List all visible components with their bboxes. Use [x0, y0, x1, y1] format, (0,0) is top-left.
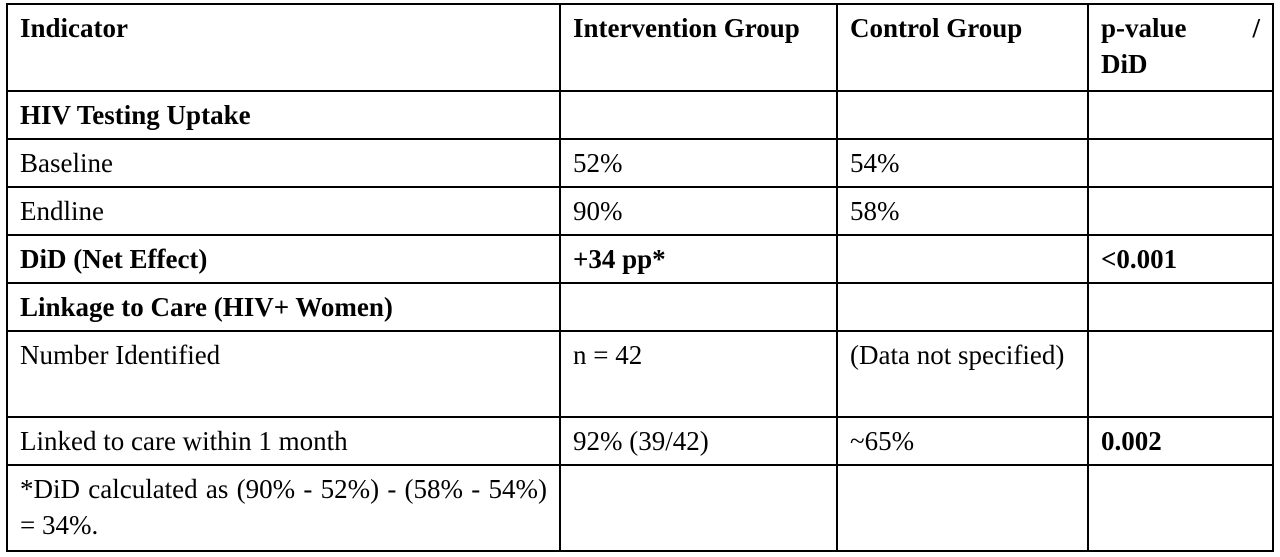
section-hiv-testing-uptake: HIV Testing Uptake	[6, 90, 561, 140]
cell-intervention: 92% (39/42)	[559, 416, 838, 466]
cell-intervention	[559, 282, 838, 332]
table-row: Linkage to Care (HIV+ Women)	[6, 282, 1274, 332]
cell-control	[836, 464, 1089, 552]
cell-control: 54%	[836, 138, 1089, 188]
table-row: HIV Testing Uptake	[6, 90, 1274, 140]
cell-pvalue	[1087, 464, 1274, 552]
table-row: Number Identified n = 42 (Data not speci…	[6, 330, 1274, 418]
cell-intervention: 90%	[559, 186, 838, 236]
header-pvalue-slash: /	[1252, 13, 1260, 43]
cell-pvalue	[1087, 186, 1274, 236]
cell-pvalue: <0.001	[1087, 234, 1274, 284]
table-row: Endline 90% 58%	[6, 186, 1274, 236]
cell-indicator: Endline	[6, 186, 561, 236]
section-linkage-to-care: Linkage to Care (HIV+ Women)	[6, 282, 561, 332]
cell-pvalue: 0.002	[1087, 416, 1274, 466]
header-intervention-group: Intervention Group	[559, 3, 838, 92]
cell-indicator: DiD (Net Effect)	[6, 234, 561, 284]
cell-intervention	[559, 464, 838, 552]
results-table: Indicator Intervention Group Control Gro…	[6, 3, 1274, 552]
header-did-label: DiD	[1101, 49, 1148, 79]
table-footnote: *DiD calculated as (90% - 52%) - (58% - …	[6, 464, 561, 552]
cell-indicator: Baseline	[6, 138, 561, 188]
cell-intervention	[559, 90, 838, 140]
cell-control	[836, 282, 1089, 332]
table-row: Linked to care within 1 month 92% (39/42…	[6, 416, 1274, 466]
cell-pvalue	[1087, 330, 1274, 418]
table-row: *DiD calculated as (90% - 52%) - (58% - …	[6, 464, 1274, 552]
table-header-row: Indicator Intervention Group Control Gro…	[6, 3, 1274, 92]
table-row: DiD (Net Effect) +34 pp* <0.001	[6, 234, 1274, 284]
cell-control: ~65%	[836, 416, 1089, 466]
table-row: Baseline 52% 54%	[6, 138, 1274, 188]
cell-indicator: Linked to care within 1 month	[6, 416, 561, 466]
cell-control: (Data not specified)	[836, 330, 1089, 418]
cell-intervention: 52%	[559, 138, 838, 188]
cell-intervention: n = 42	[559, 330, 838, 418]
cell-control	[836, 90, 1089, 140]
header-control-group: Control Group	[836, 3, 1089, 92]
header-pvalue-did: p-value / DiD	[1087, 3, 1274, 92]
cell-indicator: Number Identified	[6, 330, 561, 418]
header-pvalue-label: p-value	[1101, 13, 1187, 43]
cell-intervention: +34 pp*	[559, 234, 838, 284]
results-table-container: Indicator Intervention Group Control Gro…	[6, 3, 1274, 552]
cell-control	[836, 234, 1089, 284]
cell-pvalue	[1087, 138, 1274, 188]
cell-control: 58%	[836, 186, 1089, 236]
cell-pvalue	[1087, 282, 1274, 332]
header-indicator: Indicator	[6, 3, 561, 92]
cell-pvalue	[1087, 90, 1274, 140]
